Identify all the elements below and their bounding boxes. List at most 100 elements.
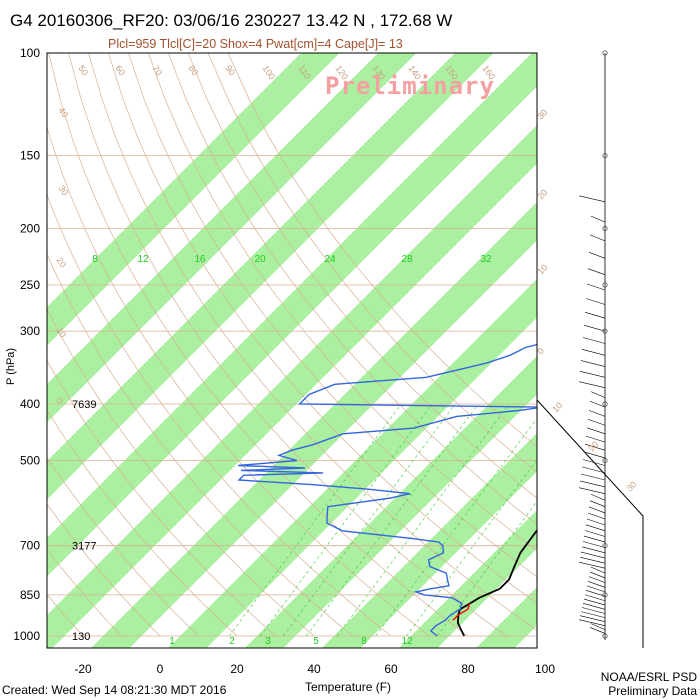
wind-barb: [578, 619, 606, 626]
x-tick-label: 20: [230, 662, 244, 676]
wind-barb: [589, 571, 606, 579]
x-tick-label: 60: [384, 662, 398, 676]
wind-barb: [580, 360, 606, 367]
mixing-ratio-label: 2: [229, 636, 235, 647]
mixing-ratio-label: 8: [361, 636, 367, 647]
wind-barb: [581, 349, 606, 356]
wind-barb: [589, 500, 606, 507]
mixing-ratio-label: 12: [401, 636, 413, 647]
theta-label: 80: [186, 63, 200, 77]
isotherm-band: [47, 53, 537, 577]
isotherm-band: [476, 587, 537, 648]
x-tick-label: 100: [535, 662, 555, 676]
height-label: 130: [72, 631, 90, 643]
height-label: 3177: [72, 541, 96, 553]
y-tick-label: 500: [20, 453, 40, 467]
wind-barb: [587, 418, 606, 426]
mixing-ratio-line: [229, 403, 402, 637]
wind-barb: [585, 435, 606, 443]
isotherm-band: [47, 125, 537, 648]
wind-marker: [602, 225, 608, 232]
wind-barb: [580, 611, 606, 618]
sounding-trace-1: [237, 343, 537, 637]
isotherm-band: [47, 53, 494, 500]
mixing-ratio-label: 32: [480, 254, 492, 265]
mixing-ratio-label: 24: [324, 254, 336, 265]
isotherm-band: [47, 53, 340, 346]
wind-barb: [580, 473, 606, 481]
wind-barb: [583, 598, 606, 606]
y-tick-label: 300: [20, 324, 40, 338]
wind-barb: [587, 581, 606, 588]
mixing-ratio-line: [259, 403, 433, 637]
wind-barb: [586, 427, 606, 435]
wind-barb: [582, 459, 606, 466]
mixing-ratio-label: 5: [313, 636, 319, 647]
isotherm-band: [245, 356, 537, 648]
y-tick-label: 150: [20, 149, 40, 163]
x-tick-label: -20: [74, 662, 92, 676]
mixing-ratio-label: 1: [169, 636, 175, 647]
wind-barb: [590, 566, 606, 574]
wind-marker: [602, 50, 608, 56]
wind-barb: [578, 381, 606, 388]
wind-panel-edge: [536, 399, 644, 648]
wind-marker: [602, 457, 608, 464]
y-tick-label: 1000: [13, 629, 40, 643]
theta-label: 40: [56, 105, 70, 119]
wind-barb: [586, 283, 606, 291]
wind-barb: [584, 530, 606, 537]
x-tick-label: 0: [157, 662, 164, 676]
wind-barb: [589, 627, 606, 634]
y-tick-label: 100: [20, 46, 40, 60]
wind-barb: [585, 590, 606, 597]
wind-barb: [585, 524, 606, 532]
theta-label: 30: [56, 183, 70, 197]
wind-marker: [602, 153, 608, 159]
x-tick-label: 80: [461, 662, 475, 676]
wind-marker: [602, 592, 608, 598]
mixing-ratio-label: 8: [92, 254, 98, 265]
wind-barb: [581, 546, 606, 554]
isotherm-band: [168, 279, 537, 648]
mixing-ratio-line: [375, 417, 537, 637]
mixing-ratio-line: [436, 500, 537, 637]
wind-barb: [588, 410, 606, 417]
right-axis-label: 0: [535, 346, 546, 357]
wind-barb: [582, 337, 606, 344]
wind-barb: [578, 487, 606, 494]
wind-barb: [583, 451, 606, 459]
mixing-ratio-line: [306, 403, 479, 637]
mixing-ratio-line: [336, 403, 510, 637]
y-tick-label: 250: [20, 278, 40, 292]
wind-barb: [586, 518, 606, 526]
wind-barb: [579, 556, 606, 564]
x-tick-label: 40: [307, 662, 321, 676]
wind-barb: [586, 585, 606, 593]
wind-barb: [590, 493, 606, 501]
wind-barb: [581, 607, 606, 614]
wind-barb: [580, 551, 606, 559]
isotherm-band: [91, 202, 537, 648]
sounding-trace-2: [452, 603, 471, 621]
mixing-ratio-line: [282, 403, 456, 637]
wind-barb: [587, 512, 606, 520]
wind-barb: [579, 480, 606, 488]
wind-barb: [588, 506, 606, 514]
wind-marker: [602, 401, 608, 407]
wind-barb: [582, 603, 606, 610]
wind-barb: [581, 466, 606, 474]
wind-barb: [583, 324, 606, 332]
mixing-ratio-label: 20: [254, 254, 266, 265]
wind-barb: [578, 561, 606, 569]
mixing-ratio-label: 3: [265, 636, 271, 647]
theta-label: 60: [113, 63, 127, 77]
theta-label: 90: [223, 63, 237, 77]
theta-label: 0: [54, 395, 65, 405]
sounding-trace-0: [456, 528, 537, 637]
theta-label: 50: [76, 63, 90, 77]
y-tick-label: 200: [20, 222, 40, 236]
wind-barb: [578, 195, 606, 203]
wind-barb: [590, 215, 606, 223]
wind-barb: [589, 400, 606, 408]
